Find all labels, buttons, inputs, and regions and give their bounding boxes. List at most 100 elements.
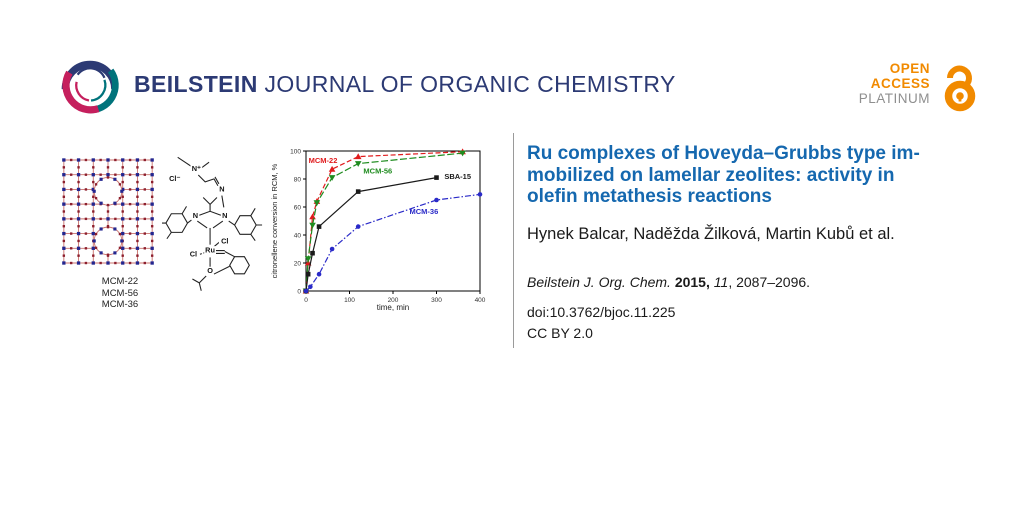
zeolite-ring-atom <box>113 201 117 205</box>
zeolite-ring-atom <box>113 251 117 255</box>
zeolite-ring-atom <box>94 183 98 186</box>
zeolite-o-atom <box>84 261 88 265</box>
zeolite-o-atom <box>128 247 132 250</box>
citation-pages: , 2087–2096. <box>728 274 811 290</box>
zeolite-o-atom <box>62 225 66 228</box>
article-title-line3: olefin metathesis reactions <box>527 186 772 207</box>
zeolite-t-atom <box>150 158 154 162</box>
zeolite-o-atom <box>92 195 95 198</box>
zeolite-t-atom <box>150 231 154 236</box>
atom-label-bg <box>218 185 226 194</box>
zeolite-t-atom <box>121 202 125 206</box>
zeolite-o-atom <box>92 166 95 169</box>
journal-name-rest: JOURNAL OF ORGANIC CHEMISTRY <box>257 71 676 97</box>
zeolite-t-atom <box>76 246 81 250</box>
marker <box>354 153 362 160</box>
zeolite-o-atom <box>84 217 88 221</box>
series-label-MCM-22: MCM-22 <box>309 156 338 165</box>
zeolite-o-atom <box>84 188 88 191</box>
atom-label: Cl⁻ <box>169 174 180 183</box>
atom-label-bg <box>191 211 199 220</box>
zeolite-o-atom <box>136 210 139 213</box>
zeolite-ring-atom <box>113 177 117 181</box>
zeolite-t-atom <box>135 217 140 221</box>
x-tick-label: 200 <box>388 297 399 304</box>
zeolite-o-atom <box>150 225 154 228</box>
zeolite-o-atom <box>128 261 132 265</box>
zeolite-o-atom <box>99 217 102 221</box>
zeolite-pore <box>94 227 122 255</box>
zeolite-t-atom <box>91 202 95 206</box>
zeolite-label-mcm56: MCM-56 <box>101 287 139 299</box>
beilstein-logo <box>61 60 119 114</box>
zeolite-o-atom <box>128 217 132 221</box>
marker <box>355 224 361 229</box>
zeolite-o-atom <box>128 202 132 206</box>
zeolite-t-atom <box>62 202 66 206</box>
zeolite-t-atom <box>135 261 140 265</box>
y-tick-label: 20 <box>294 260 302 267</box>
atom-label: N <box>222 211 227 220</box>
zeolite-o-atom <box>150 195 154 198</box>
zeolite-t-atom <box>76 202 81 206</box>
zeolite-ring-atom <box>120 189 124 193</box>
zeolite-t-atom <box>106 261 110 265</box>
ru-complex-structure: Cl⁻ N⁺ N N N Cl Cl Ru O <box>162 156 263 291</box>
zeolite-t-atom <box>91 261 95 265</box>
zeolite-ring-atom <box>118 232 122 236</box>
zeolite-o-atom <box>70 158 73 162</box>
series-label-SBA-15: SBA-15 <box>444 172 471 181</box>
zeolite-label-mcm22: MCM-22 <box>101 276 139 287</box>
zeolite-t-atom <box>62 158 66 162</box>
zeolite-o-atom <box>77 210 80 213</box>
zeolite-t-atom <box>62 187 66 192</box>
x-axis-label: time, min <box>377 303 409 312</box>
zeolite-o-atom <box>121 180 124 184</box>
zeolite-o-atom <box>62 239 66 243</box>
zeolite-t-atom <box>106 173 110 177</box>
zeolite-o-atom <box>106 166 110 169</box>
marker <box>313 200 321 207</box>
zeolite-o-atom <box>99 261 102 265</box>
zeolite-pore <box>94 177 122 206</box>
zeolite-o-atom <box>150 210 154 213</box>
zeolite-o-atom <box>62 210 66 213</box>
article-title-line2: mobilized on lamellar zeolites: activity… <box>527 164 895 186</box>
zeolite-t-atom <box>150 187 154 192</box>
zeolite-labels: MCM-22 MCM-56 MCM-36 <box>82 276 158 311</box>
zeolite-t-atom <box>150 217 154 221</box>
marker <box>328 175 336 181</box>
zeolite-t-atom <box>76 158 81 162</box>
zeolite-ring-atom <box>94 246 98 250</box>
marker <box>303 288 309 294</box>
atom-label-bg <box>204 246 216 254</box>
marker <box>328 165 336 172</box>
zeolite-o-atom <box>121 210 124 213</box>
y-axis-label: citronellene conversion in RCM, % <box>270 163 279 278</box>
marker <box>304 256 312 263</box>
zeolite-o-atom <box>77 239 80 243</box>
atom-label-bg <box>190 164 203 173</box>
zeolite-o-atom <box>136 166 139 169</box>
zeolite-t-atom <box>135 158 140 162</box>
zeolite-o-atom <box>62 166 66 169</box>
zeolite-o-atom <box>143 202 146 206</box>
zeolite-ring-atom <box>106 253 110 256</box>
article-title: Ru complexes of Hoveyda–Grubbs type im- … <box>527 143 967 208</box>
zeolite-t-atom <box>91 187 95 192</box>
zeolite-o-atom <box>99 158 102 162</box>
zeolite-o-atom <box>136 180 139 184</box>
zeolite-o-atom <box>150 254 154 257</box>
marker <box>309 222 316 229</box>
zeolite-o-atom <box>84 173 88 176</box>
zeolite-ring-atom <box>99 251 103 255</box>
open-access-line3: PLATINUM <box>858 91 930 106</box>
zeolite-t-atom <box>121 246 125 250</box>
zeolite-o-atom <box>143 217 146 221</box>
zeolite-ring-atom <box>106 176 110 179</box>
atom-label: N <box>193 211 198 220</box>
zeolite-o-atom <box>92 210 95 213</box>
atom-label: Cl <box>190 249 197 258</box>
open-access-line1: OPEN <box>889 61 930 76</box>
